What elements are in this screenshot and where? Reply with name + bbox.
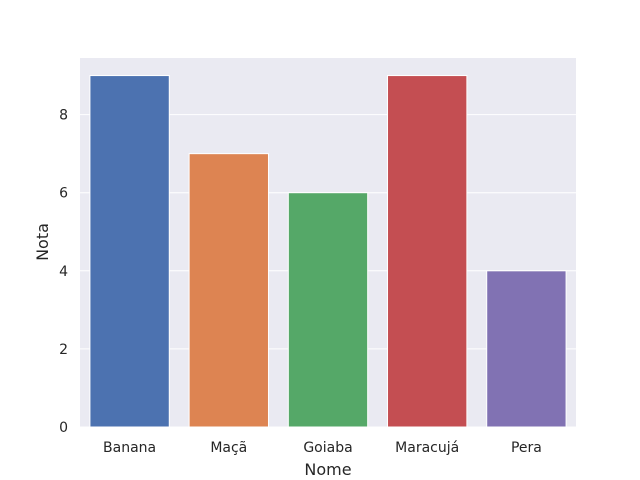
bar-maca	[188, 153, 269, 428]
y-tick-label: 8	[59, 108, 68, 124]
x-tick-label: Banana	[103, 440, 156, 456]
x-tick-label: Maracujá	[395, 440, 459, 456]
bar-pera	[486, 270, 567, 428]
x-tick-labels: Banana Maçã Goiaba Maracujá Pera	[103, 440, 542, 456]
bar-goiaba	[287, 192, 369, 428]
bar-banana	[89, 75, 170, 428]
y-tick-labels: 0 2 4 6 8	[59, 108, 68, 436]
y-tick-label: 0	[59, 420, 68, 436]
x-tick-label: Pera	[511, 440, 542, 456]
x-tick-label: Goiaba	[303, 440, 352, 456]
y-tick-label: 4	[59, 264, 68, 280]
y-axis-label: Nota	[33, 223, 52, 261]
bar-maracuja	[387, 75, 468, 428]
bars-group	[89, 75, 567, 428]
y-tick-label: 2	[59, 342, 68, 358]
x-axis-label: Nome	[304, 460, 351, 479]
x-tick-label: Maçã	[210, 440, 247, 456]
y-tick-label: 6	[59, 186, 68, 202]
